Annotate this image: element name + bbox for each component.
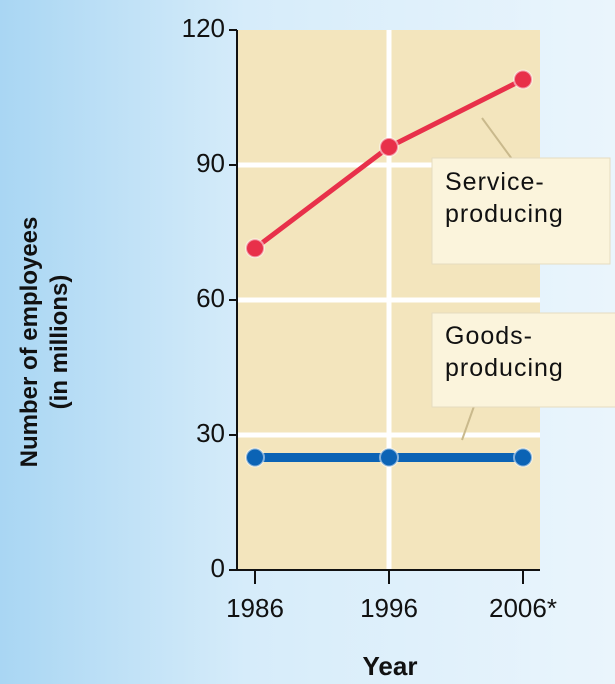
series-label: Goods-producing xyxy=(445,322,564,382)
y-axis-label-line: Number of employees xyxy=(16,216,43,468)
label-box xyxy=(431,312,615,408)
data-point xyxy=(245,238,265,259)
data-point xyxy=(379,137,399,157)
x-tick-label: 1996 xyxy=(360,593,418,623)
y-axis-label: Number of employees (in millions) xyxy=(15,217,75,468)
y-tick-label: 120 xyxy=(182,13,225,43)
y-axis-label-line: (in millions) xyxy=(46,274,73,410)
data-point xyxy=(513,69,533,90)
label-box xyxy=(431,157,611,265)
y-tick-label: 0 xyxy=(211,553,225,583)
x-tick-label: 2006* xyxy=(489,593,557,623)
series-label: Service-producing xyxy=(445,168,564,228)
y-tick-label: 90 xyxy=(196,148,225,178)
x-tick-label: 1986 xyxy=(226,593,284,623)
data-point xyxy=(379,447,399,468)
data-point xyxy=(245,447,265,468)
y-tick-label: 60 xyxy=(196,283,225,313)
y-tick-label: 30 xyxy=(196,418,225,448)
data-point xyxy=(513,447,533,468)
x-axis-label: Year xyxy=(363,651,418,681)
